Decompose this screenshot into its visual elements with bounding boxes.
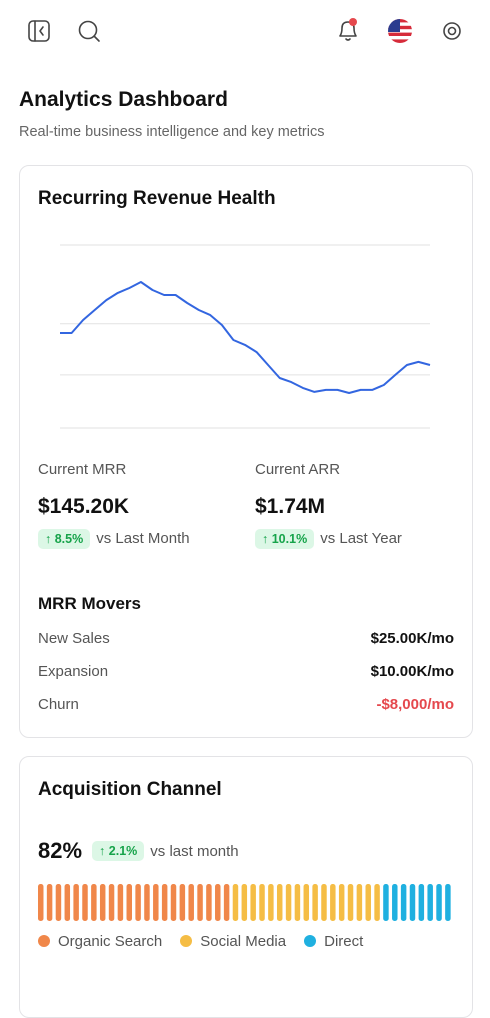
channel-segment [330, 884, 336, 921]
channel-segment [312, 884, 318, 921]
metric-label: Current ARR [255, 461, 341, 478]
legend-item: Social Media [180, 933, 286, 950]
sidebar-toggle[interactable] [28, 20, 50, 42]
mover-row: Churn -$8,000/mo [38, 696, 454, 713]
mover-row: Expansion $10.00K/mo [38, 663, 454, 680]
card-title: Recurring Revenue Health [38, 188, 276, 209]
channel-segment [55, 884, 62, 921]
channel-segment [197, 884, 203, 921]
search-button[interactable] [78, 20, 100, 42]
comparison: vs Last Month [96, 530, 190, 547]
metric-value: $1.74M [255, 495, 326, 518]
comparison: vs last month [150, 842, 239, 860]
channel-segment [445, 884, 451, 921]
card-title: Acquisition Channel [38, 779, 222, 800]
change-value: 10.1% [271, 532, 308, 546]
mover-row: New Sales $25.00K/mo [38, 630, 454, 647]
change-badge: ↑ 8.5% [38, 529, 91, 549]
legend-dot [304, 935, 317, 947]
channel-segment [294, 884, 301, 921]
channel-segment [144, 884, 150, 921]
line-series [60, 281, 431, 394]
channel-segment [170, 884, 177, 921]
legend-label: Direct [324, 933, 364, 950]
channel-segment [126, 884, 132, 921]
channel-segment [400, 884, 407, 921]
legend: Organic Search Social Media Direct [38, 933, 363, 950]
change-badge: ↑ 10.1% [255, 529, 315, 549]
metric-label: Current MRR [38, 461, 127, 478]
channel-segment [188, 884, 194, 921]
channel-segment [356, 884, 363, 921]
mover-value: -$8,000/mo [376, 696, 454, 713]
legend-dot [180, 935, 193, 947]
channel-segment [135, 884, 141, 921]
channel-segment [46, 884, 53, 921]
channel-segment [206, 884, 212, 921]
language-flag[interactable] [388, 19, 412, 43]
notifications-button[interactable] [339, 21, 357, 41]
top-bar [28, 18, 461, 43]
comparison: vs Last Year [320, 530, 402, 547]
channel-segment [321, 884, 327, 921]
channel-segment [38, 884, 44, 921]
channel-segment [73, 884, 79, 921]
channel-segment [436, 884, 442, 921]
settings-button[interactable] [443, 22, 461, 40]
mover-value: $25.00K/mo [370, 630, 454, 647]
channel-segment [215, 884, 221, 921]
channel-segment [64, 884, 71, 921]
legend-label: Organic Search [58, 933, 163, 950]
channel-segment [427, 884, 433, 921]
metric-change: ↑ 8.5% vs Last Month [38, 529, 190, 549]
movers-title: MRR Movers [38, 594, 141, 613]
acquisition-value: 82% [38, 838, 83, 863]
acquisition-summary: 82% ↑ 2.1% vs last month [38, 838, 239, 864]
notification-dot [349, 18, 357, 26]
channel-segment [259, 884, 265, 921]
channel-segment [153, 884, 159, 921]
page-subtitle: Real-time business intelligence and key … [19, 124, 325, 140]
channel-segment [374, 884, 380, 921]
channel-segment [232, 884, 239, 921]
channel-segment [268, 884, 274, 921]
channel-segment [285, 884, 292, 921]
channel-segment [418, 884, 425, 921]
channel-segment [383, 884, 389, 921]
mover-label: Expansion [38, 663, 109, 680]
legend-item: Direct [304, 933, 363, 950]
channel-segment [347, 884, 354, 921]
channel-segment [241, 884, 248, 921]
page: {"header": {"title": "Analytics Dashboar… [19, 18, 473, 1018]
mover-label: New Sales [38, 630, 110, 647]
channel-segment [365, 884, 371, 921]
channel-segment [82, 884, 88, 921]
channel-segment [276, 884, 283, 921]
channel-segment [161, 884, 168, 921]
channel-segment [223, 884, 230, 921]
page-title: Analytics Dashboard [19, 88, 228, 111]
metric-change: ↑ 10.1% vs Last Year [255, 529, 402, 549]
channel-segment [392, 884, 398, 921]
channel-segment [117, 884, 124, 921]
change-value: 2.1% [108, 844, 138, 858]
change-badge: ↑ 2.1% [92, 841, 145, 861]
metric-value: $145.20K [38, 495, 130, 518]
revenue-card [19, 165, 473, 738]
channel-segment [303, 884, 310, 921]
legend-item: Organic Search [38, 933, 162, 950]
change-value: 8.5% [54, 532, 84, 546]
legend-label: Social Media [200, 933, 287, 950]
channel-segment [179, 884, 186, 921]
mover-value: $10.00K/mo [370, 663, 454, 680]
channel-segment [250, 884, 256, 921]
legend-dot [38, 935, 50, 947]
channel-segment [409, 884, 416, 921]
channel-segment [99, 884, 106, 921]
channel-segment [91, 884, 97, 921]
mover-label: Churn [38, 696, 79, 713]
charts [38, 244, 451, 921]
channel-segment [338, 884, 345, 921]
channel-segment [108, 884, 115, 921]
